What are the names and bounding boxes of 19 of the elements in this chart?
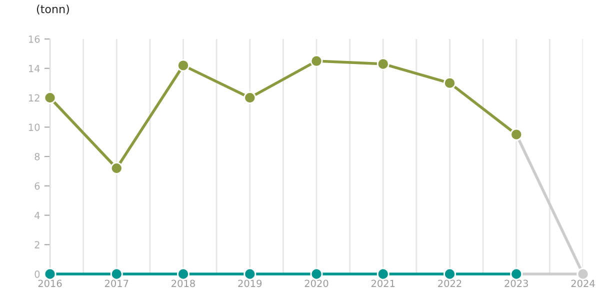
x-tick-label: 2024 (571, 280, 595, 288)
y-tick-label: 12 (28, 94, 40, 102)
x-tick-label: 2017 (104, 280, 128, 288)
y-tick-label: 0 (34, 270, 40, 278)
x-tick-label: 2022 (438, 280, 462, 288)
y-tick-label: 4 (34, 212, 40, 219)
y-tick-label: 2 (34, 241, 40, 248)
x-tick-label: 2021 (371, 280, 395, 288)
y-axis-title: (tonn) (36, 4, 69, 15)
y-tick-label: 10 (28, 124, 40, 131)
x-tick-label: 2018 (172, 280, 195, 288)
x-tick-label: 2020 (304, 280, 328, 288)
y-tick-label: 16 (28, 35, 40, 43)
y-tick-label: 14 (28, 64, 40, 72)
y-tick-label: 8 (34, 152, 40, 160)
x-tick-label: 2023 (504, 280, 528, 288)
x-tick-label: 2016 (38, 280, 62, 288)
x-tick-label: 2019 (238, 280, 262, 288)
y-tick-label: 6 (34, 182, 40, 190)
